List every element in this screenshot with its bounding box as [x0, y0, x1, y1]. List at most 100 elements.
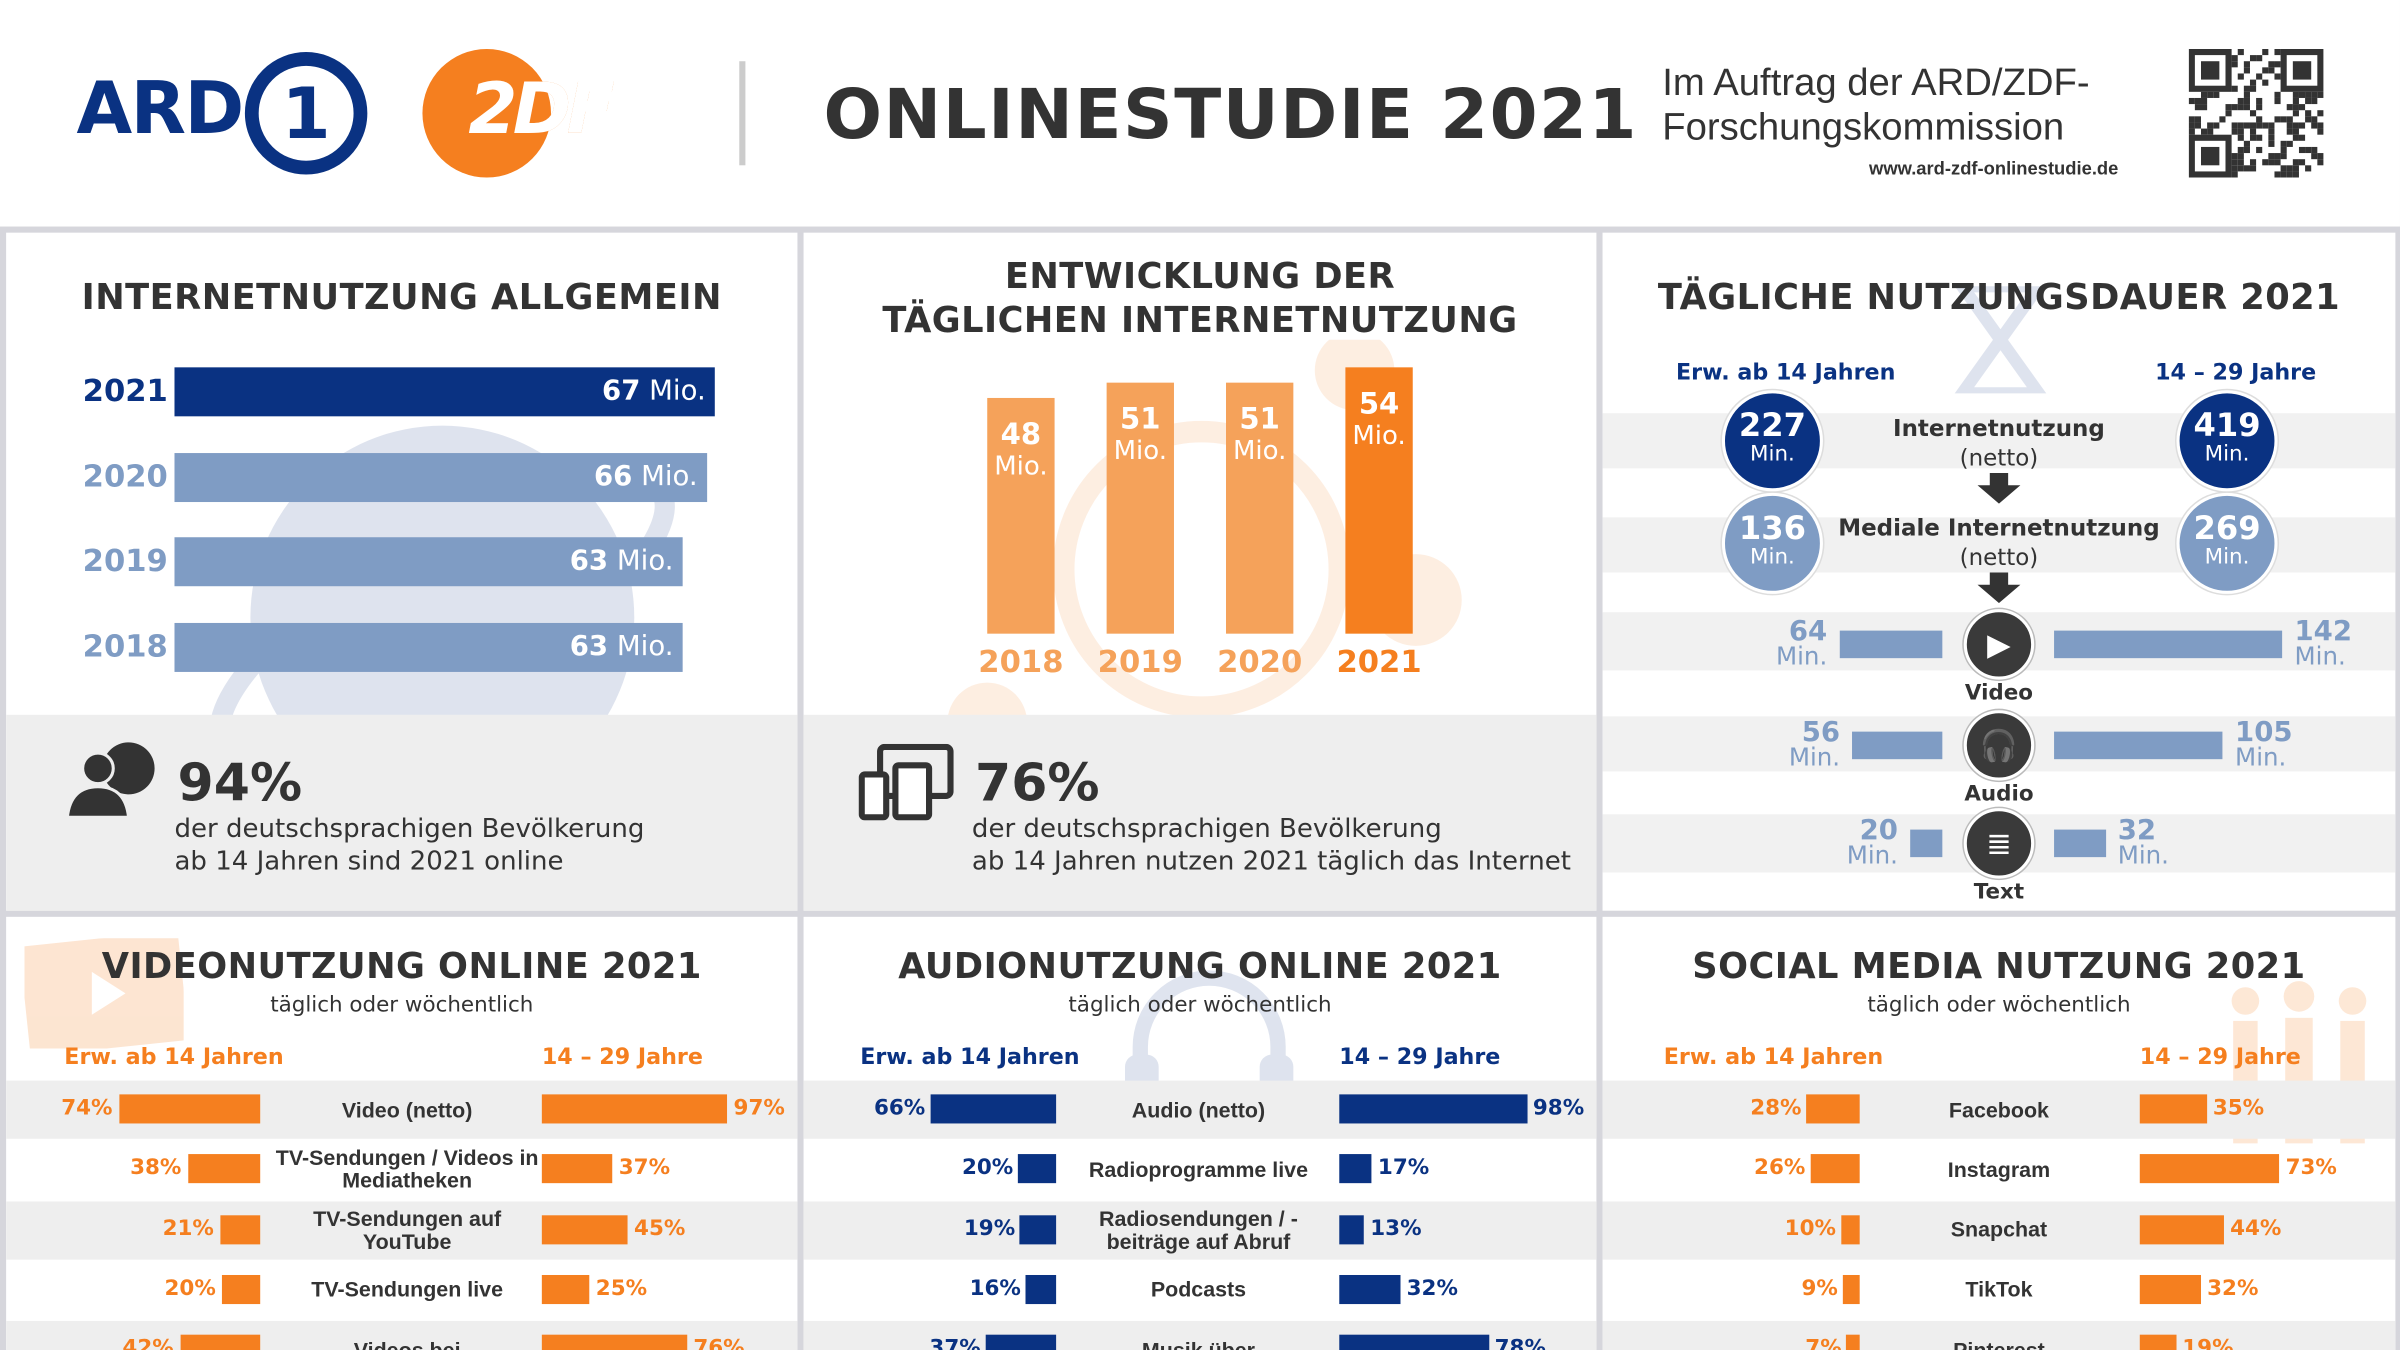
panel-subtitle: täglich oder wöchentlich	[1068, 993, 1332, 1018]
bar-2019: 51 Mio.	[1106, 382, 1174, 634]
ard-logo-text: ARD	[76, 67, 245, 152]
bar-young	[2139, 1154, 2280, 1184]
bar-unit: Mio.	[1352, 421, 1406, 452]
row-label: Musik über	[1141, 1337, 1256, 1350]
bar-adults	[179, 1334, 261, 1350]
panel-title: SOCIAL MEDIA NUTZUNG 2021	[1692, 947, 2306, 988]
table-row: 20% 17% Radioprogramme live	[804, 1141, 1597, 1199]
bar-adults	[1840, 1214, 1860, 1244]
qr-code[interactable]	[2188, 48, 2324, 178]
zdf-logo-text: 2DF	[468, 67, 614, 150]
table-row: 66% 98% Audio (netto)	[803, 1080, 1597, 1139]
percent-young: 35%	[2212, 1095, 2265, 1121]
table-row: 10% 44% Snapchat	[1602, 1200, 2396, 1260]
bar-young	[541, 1154, 613, 1184]
website-link[interactable]: www.ard-zdf-onlinestudie.de	[1869, 157, 2119, 180]
bar-value: 51	[1239, 402, 1280, 437]
table-row: 21% 45% TV-Sendungen auf YouTube	[6, 1200, 798, 1260]
percent-adults: 16%	[969, 1276, 1021, 1301]
type-label: Video	[1964, 681, 2034, 706]
type-label: Audio	[1964, 782, 2034, 807]
percent-young: 37%	[618, 1156, 671, 1181]
bar-young	[1339, 1334, 1489, 1350]
online-description: der deutschsprachigen Bevölkerung ab 14 …	[174, 814, 645, 878]
value-adults: 20 Min.	[1847, 817, 1898, 868]
table-row: 19% 13% Radiosendungen / -beiträge auf Abr…	[803, 1200, 1597, 1260]
percent-adults: 7%	[1805, 1336, 1842, 1350]
value-number: 56	[1801, 716, 1841, 749]
bar-adults	[1017, 1154, 1057, 1184]
row-label: Instagram	[1947, 1156, 2051, 1182]
percent-adults: 74%	[61, 1095, 113, 1121]
bar-adults	[1019, 1214, 1057, 1244]
bar-young	[2054, 829, 2106, 858]
internet-adults-circle: 227 Min.	[1721, 390, 1823, 492]
panel-subtitle: täglich oder wöchentlich	[270, 993, 534, 1018]
commission-text: Im Auftrag der ARD/ZDF- Forschungskommis…	[1662, 61, 2090, 149]
percent-adults: 28%	[1750, 1095, 1802, 1121]
bar-unit: Mio.	[641, 460, 698, 493]
percent-young: 32%	[2207, 1276, 2259, 1301]
bar-young	[2139, 1274, 2202, 1304]
bar-unit: Mio.	[616, 630, 674, 663]
bar-adults	[1025, 1274, 1057, 1304]
row-label: Video (netto)	[341, 1096, 473, 1122]
group-label-adults: Erw. ab 14 Jahren	[860, 1045, 1080, 1070]
value-young: 142 Min.	[2294, 615, 2353, 669]
value-number: 64	[1788, 615, 1828, 648]
bar-2018: 48 Mio.	[987, 398, 1055, 634]
bar-2021: 54 Mio.	[1345, 367, 1413, 634]
percent-young: 98%	[1532, 1095, 1585, 1121]
row-label: Radiosendungen / -beiträge auf Abruf	[1099, 1205, 1298, 1253]
header-divider	[739, 61, 746, 166]
percent-adults: 20%	[961, 1156, 1014, 1181]
row-label: Snapchat	[1950, 1216, 2048, 1242]
percent-adults: 42%	[122, 1336, 174, 1350]
bar-2020: 66 Mio.	[174, 452, 707, 502]
zdf-logo	[422, 48, 552, 178]
bar-adults	[1809, 1154, 1860, 1184]
bar-young	[541, 1214, 628, 1244]
bar-young	[1339, 1214, 1365, 1244]
group-label-adults: Erw. ab 14 Jahren	[1663, 1045, 1884, 1070]
bar-adults	[1842, 1274, 1860, 1304]
bar-adults	[118, 1094, 261, 1124]
table-row: 37% 78% Musik über	[803, 1321, 1597, 1350]
year-label: 2020	[1217, 642, 1303, 680]
daily-percent: 76%	[974, 753, 1100, 815]
panel-social: SOCIAL MEDIA NUTZUNG 2021 täglich oder wö…	[1602, 916, 2396, 1350]
bar-adults	[929, 1094, 1057, 1124]
percent-young: 17%	[1377, 1156, 1430, 1181]
bar-unit: Mio.	[994, 451, 1048, 483]
bar-adults	[220, 1214, 261, 1244]
row-label: Pinterest	[1953, 1337, 2045, 1350]
value-unit: Min.	[2235, 742, 2287, 772]
value-young: 32 Min.	[2118, 817, 2169, 868]
panel-audio: AUDIONUTZUNG ONLINE 2021 täglich oder wöc…	[803, 916, 1597, 1350]
ard-logo: ARD 1	[77, 49, 375, 181]
panel-title: TÄGLICHE NUTZUNGSDAUER 2021	[1657, 278, 2341, 319]
percent-young: 32%	[1406, 1276, 1458, 1301]
table-row: 42% 76% Videos bei	[6, 1321, 798, 1350]
percent-adults: 19%	[963, 1216, 1016, 1241]
online-percent: 94%	[177, 753, 303, 815]
film-icon: ▶	[1963, 609, 2035, 680]
hourglass-watermark-icon	[1954, 286, 2047, 394]
percent-adults: 20%	[164, 1276, 216, 1301]
percent-adults: 38%	[130, 1156, 182, 1181]
bar-value: 66	[593, 460, 633, 493]
table-row: 38% 37% TV-Sendungen / Videos in Mediathek…	[6, 1141, 797, 1199]
panel-video: VIDEONUTZUNG ONLINE 2021 täglich oder wöc…	[6, 916, 798, 1350]
table-row: 26% 73% Instagram	[1603, 1141, 2396, 1199]
header: ARD 1 2DF ONLINESTUDIE 2021 Im Auftrag d…	[0, 0, 2400, 227]
percent-young: 25%	[595, 1276, 648, 1301]
people-globe-icon	[65, 742, 155, 819]
bar-unit: Mio.	[1113, 436, 1168, 468]
row-label: Videos bei	[353, 1337, 461, 1350]
value-number: 142	[2294, 615, 2353, 648]
group-label-adults: Erw. ab 14 Jahren	[64, 1045, 284, 1070]
group-label-young: 14 – 29 Jahre	[1339, 1045, 1501, 1070]
bar-young	[1339, 1274, 1401, 1304]
panel-title: AUDIONUTZUNG ONLINE 2021	[898, 947, 1502, 988]
